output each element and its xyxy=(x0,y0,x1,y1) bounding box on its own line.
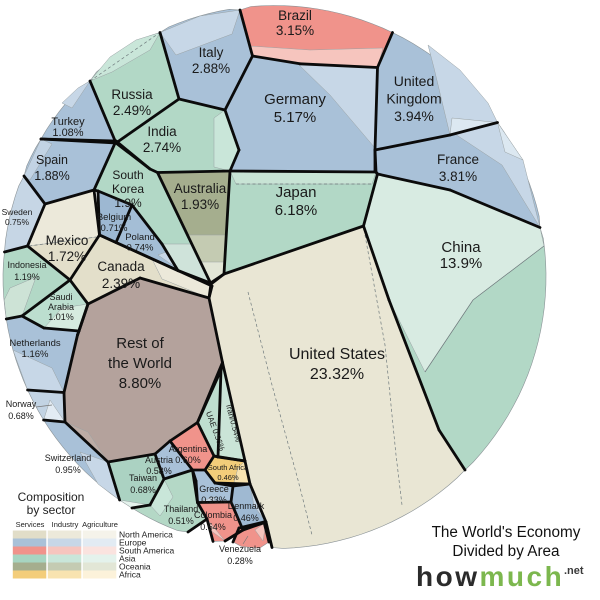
svg-text:Composition: Composition xyxy=(18,490,85,504)
svg-text:Industry: Industry xyxy=(52,520,79,529)
svg-text:North America: North America xyxy=(119,530,173,540)
svg-text:Africa: Africa xyxy=(119,570,141,580)
svg-text:Services: Services xyxy=(16,520,45,529)
svg-text:South America: South America xyxy=(119,546,175,556)
svg-text:Europe: Europe xyxy=(119,538,147,548)
svg-text:Asia: Asia xyxy=(119,554,136,564)
svg-text:The World's Economy: The World's Economy xyxy=(432,524,581,541)
svg-text:Oceania: Oceania xyxy=(119,562,151,572)
svg-text:Agriculture: Agriculture xyxy=(82,520,118,529)
svg-text:howmuch: howmuch xyxy=(416,561,564,592)
svg-text:by sector: by sector xyxy=(27,503,76,517)
svg-text:Divided by Area: Divided by Area xyxy=(452,543,560,560)
svg-text:.net: .net xyxy=(564,565,584,577)
